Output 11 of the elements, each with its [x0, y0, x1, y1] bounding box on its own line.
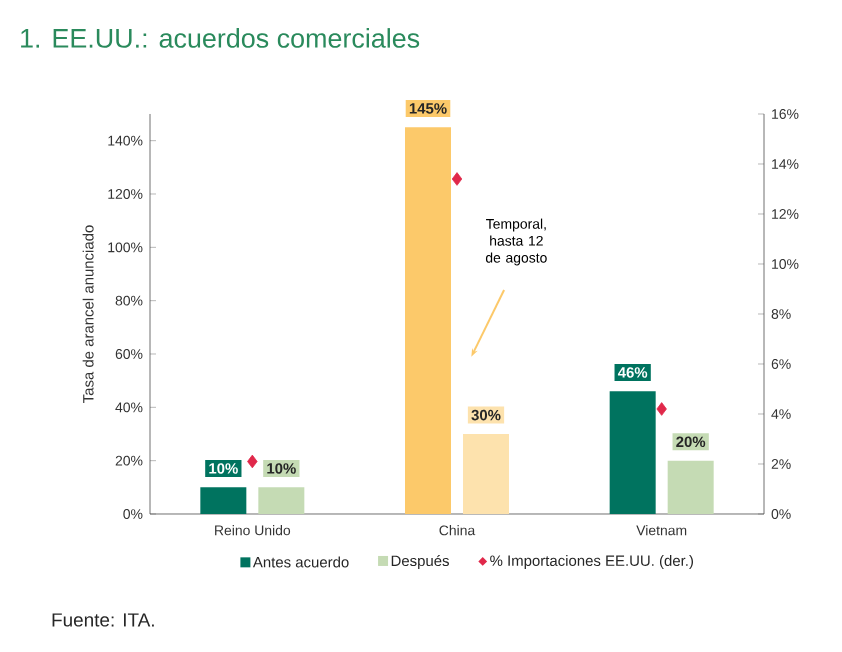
bar — [463, 434, 509, 514]
point — [451, 172, 463, 186]
bar — [609, 391, 656, 514]
point — [656, 402, 667, 416]
bar — [258, 487, 305, 514]
point — [247, 454, 258, 469]
bar — [667, 460, 714, 514]
source-note: Fuente: ITA. — [52, 613, 154, 627]
bar — [200, 487, 247, 514]
bar — [405, 127, 451, 514]
chart-title: 1. EE.UU.: acuerdos comerciales — [21, 28, 420, 48]
